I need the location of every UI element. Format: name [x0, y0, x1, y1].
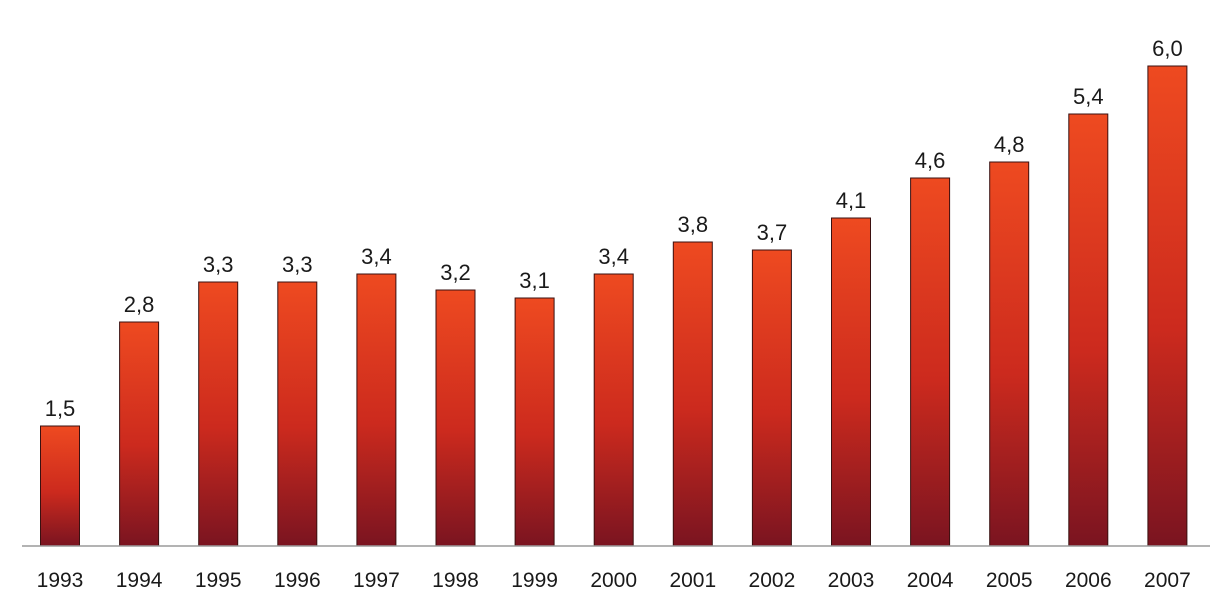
bar-2003	[831, 217, 871, 547]
x-tick-label-1995: 1995	[195, 569, 242, 592]
bar-2002	[751, 249, 792, 547]
tick-labels-layer: 1993 1994 1995 1996 1997 1998 1999 2000 2001 2002…	[37, 569, 1191, 592]
x-tick-label-2003: 2003	[828, 569, 875, 592]
value-label-2002: 3,7	[757, 220, 788, 245]
x-tick-label-2004: 2004	[907, 569, 954, 592]
value-label-2007: 6,0	[1152, 36, 1183, 61]
value-label-2005: 4,8	[994, 132, 1025, 157]
value-label-2004: 4,6	[915, 148, 946, 173]
bar-2005	[989, 161, 1030, 547]
value-label-1993: 1,5	[45, 396, 76, 421]
bar-2007	[1147, 65, 1188, 547]
value-labels-layer: 1,5 2,8 3,3 3,3 3,4 3,2 3,1 3,4 3,8 3,7 4,1 4,6 4,8 5…	[45, 36, 1183, 421]
bar-2000	[593, 273, 634, 547]
x-tick-label-1996: 1996	[274, 569, 321, 592]
value-label-1999: 3,1	[519, 268, 550, 293]
value-label-1998: 3,2	[440, 260, 471, 285]
bar-1994	[119, 321, 160, 547]
value-label-1996: 3,3	[282, 252, 313, 277]
x-tick-label-2002: 2002	[749, 569, 796, 592]
value-label-1997: 3,4	[361, 244, 392, 269]
x-tick-label-1997: 1997	[353, 569, 400, 592]
x-tick-label-2005: 2005	[986, 569, 1033, 592]
bar-1996	[277, 281, 318, 547]
bar-1995	[198, 281, 239, 547]
x-tick-label-1993: 1993	[37, 569, 84, 592]
bar-2001	[672, 241, 713, 547]
x-tick-label-2007: 2007	[1144, 569, 1191, 592]
bar-2006	[1068, 113, 1109, 547]
bar-2004	[910, 177, 951, 547]
x-tick-label-1999: 1999	[511, 569, 558, 592]
value-label-1995: 3,3	[203, 252, 234, 277]
bars-layer	[40, 65, 1188, 547]
x-tick-label-2001: 2001	[669, 569, 716, 592]
value-label-2001: 3,8	[678, 212, 709, 237]
bar-1993	[40, 425, 80, 547]
x-tick-label-1994: 1994	[116, 569, 163, 592]
bar-1999	[514, 297, 555, 547]
value-label-2006: 5,4	[1073, 84, 1104, 109]
x-tick-label-1998: 1998	[432, 569, 479, 592]
value-label-2003: 4,1	[836, 188, 867, 213]
bar-1997	[356, 273, 397, 547]
bar-1998	[435, 289, 476, 547]
value-label-1994: 2,8	[124, 292, 155, 317]
x-tick-label-2000: 2000	[590, 569, 637, 592]
x-tick-label-2006: 2006	[1065, 569, 1112, 592]
value-label-2000: 3,4	[598, 244, 629, 269]
